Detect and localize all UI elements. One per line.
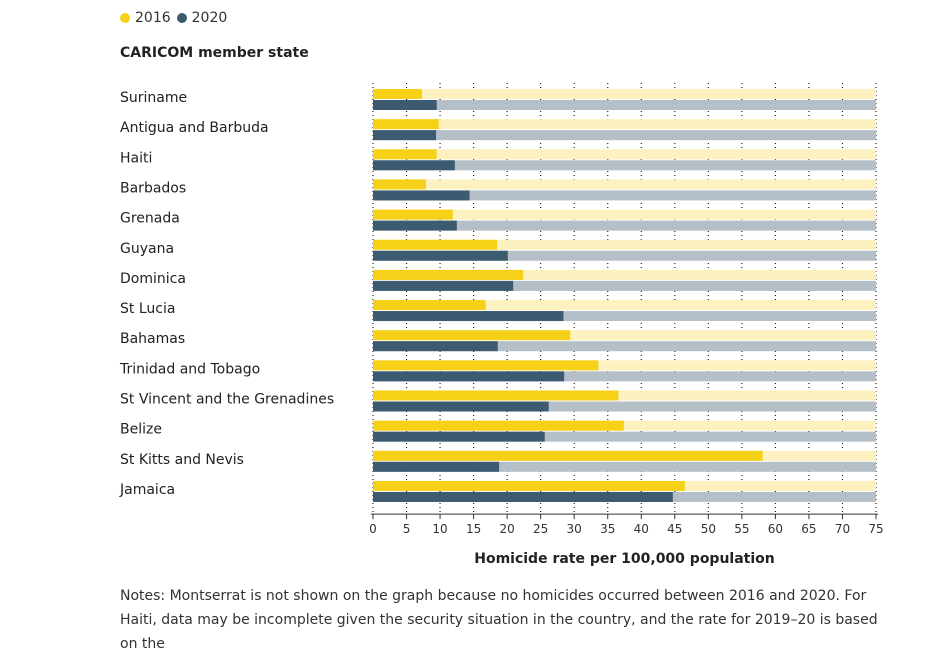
bar-track-2020 bbox=[373, 311, 876, 322]
x-tick-label: 35 bbox=[600, 522, 615, 536]
legend-item-2020: 2020 bbox=[176, 10, 228, 26]
bar-track-2020 bbox=[373, 160, 876, 171]
x-tick-label: 30 bbox=[567, 522, 582, 536]
bar-track-2016 bbox=[373, 420, 876, 431]
x-tick-label: 45 bbox=[667, 522, 682, 536]
category-label: Barbados bbox=[120, 180, 186, 196]
bar-2016 bbox=[373, 239, 498, 250]
bar-2016 bbox=[373, 450, 763, 461]
bar-track-2020 bbox=[373, 190, 876, 201]
bar-track-2016 bbox=[373, 269, 876, 280]
bar-track-2016 bbox=[373, 209, 876, 220]
category-label: St Kitts and Nevis bbox=[120, 452, 244, 468]
category-label: Guyana bbox=[120, 241, 174, 257]
legend-swatch-2020 bbox=[176, 13, 187, 23]
legend-item-2016: 2016 bbox=[120, 10, 171, 26]
bar-2020 bbox=[373, 160, 455, 171]
legend: 2016 2020 bbox=[120, 10, 233, 26]
bar-2016 bbox=[373, 149, 437, 160]
legend-label-2016: 2016 bbox=[135, 10, 171, 26]
bar-track-2016 bbox=[373, 239, 876, 250]
notes-text: Notes: Montserrat is not shown on the gr… bbox=[120, 588, 878, 652]
bar-2016 bbox=[373, 390, 619, 401]
bar-track-2020 bbox=[373, 341, 876, 352]
bar-2020 bbox=[373, 341, 498, 352]
legend-label-2020: 2020 bbox=[191, 10, 228, 26]
x-tick-label: 75 bbox=[868, 522, 883, 536]
bar-track-2020 bbox=[373, 280, 876, 291]
x-tick-label: 50 bbox=[701, 522, 716, 536]
bar-2016 bbox=[373, 300, 486, 311]
bar-track-2016 bbox=[373, 390, 876, 401]
x-tick-label: 20 bbox=[499, 522, 514, 536]
category-label: Bahamas bbox=[120, 331, 185, 347]
category-label: Trinidad and Tobago bbox=[119, 361, 260, 377]
bar-2020 bbox=[373, 250, 508, 261]
bar-chart: Suriname Antigua and Barbuda Haiti Barbados… bbox=[119, 83, 884, 536]
bar-track-2016 bbox=[373, 149, 876, 160]
bar-track-2020 bbox=[373, 250, 876, 261]
bar-2016 bbox=[373, 330, 571, 341]
x-tick-label: 0 bbox=[369, 522, 377, 536]
bar-2020 bbox=[373, 491, 673, 502]
category-label: Grenada bbox=[120, 211, 180, 227]
bar-track-2020 bbox=[373, 220, 876, 231]
bar-2020 bbox=[373, 371, 565, 382]
bar-track-2016 bbox=[373, 89, 876, 99]
category-label: Suriname bbox=[120, 90, 187, 106]
category-label: Dominica bbox=[120, 271, 186, 287]
x-tick-label: 65 bbox=[801, 522, 816, 536]
bar-2016 bbox=[373, 119, 439, 130]
bar-2020 bbox=[373, 130, 437, 141]
x-axis-title: Homicide rate per 100,000 population bbox=[474, 551, 775, 567]
bar-2016 bbox=[373, 179, 426, 190]
x-tick-label: 10 bbox=[432, 522, 447, 536]
bar-2016 bbox=[373, 420, 624, 431]
bar-2016 bbox=[373, 360, 599, 371]
bar-2020 bbox=[373, 461, 500, 472]
category-label: St Vincent and the Grenadines bbox=[120, 392, 334, 408]
x-tick-label: 5 bbox=[403, 522, 411, 536]
bar-track-2020 bbox=[373, 461, 876, 472]
category-label: Haiti bbox=[120, 150, 152, 166]
x-tick-label: 70 bbox=[835, 522, 850, 536]
bar-track-2016 bbox=[373, 179, 876, 190]
bar-track-2020 bbox=[373, 100, 876, 110]
bar-2020 bbox=[373, 311, 564, 322]
y-axis-title: CARICOM member state bbox=[120, 45, 309, 61]
legend-swatch-2016 bbox=[120, 13, 130, 23]
category-label: Jamaica bbox=[119, 482, 175, 498]
bar-2020 bbox=[373, 100, 437, 110]
bar-track-2020 bbox=[373, 371, 876, 382]
x-tick-label: 40 bbox=[634, 522, 649, 536]
bar-2020 bbox=[373, 401, 549, 412]
bar-2020 bbox=[373, 190, 470, 201]
x-tick-label: 55 bbox=[734, 522, 749, 536]
bar-2016 bbox=[373, 209, 453, 220]
bar-track-2016 bbox=[373, 300, 876, 311]
bar-2020 bbox=[373, 431, 545, 442]
category-label: Belize bbox=[120, 422, 162, 438]
bar-track-2016 bbox=[373, 360, 876, 371]
bar-2020 bbox=[373, 220, 457, 231]
x-tick-label: 15 bbox=[466, 522, 481, 536]
bar-2016 bbox=[373, 269, 524, 280]
x-tick-label: 25 bbox=[533, 522, 548, 536]
category-label: Antigua and Barbuda bbox=[120, 120, 269, 136]
bar-2016 bbox=[373, 480, 685, 491]
bar-track-2020 bbox=[373, 431, 876, 442]
bar-track-2016 bbox=[373, 119, 876, 130]
bar-2016 bbox=[373, 89, 422, 99]
bar-track-2020 bbox=[373, 130, 876, 141]
bar-2020 bbox=[373, 280, 514, 291]
x-tick-label: 60 bbox=[768, 522, 783, 536]
category-label: St Lucia bbox=[120, 301, 175, 317]
bar-track-2020 bbox=[373, 401, 876, 412]
bar-track-2016 bbox=[373, 330, 876, 341]
